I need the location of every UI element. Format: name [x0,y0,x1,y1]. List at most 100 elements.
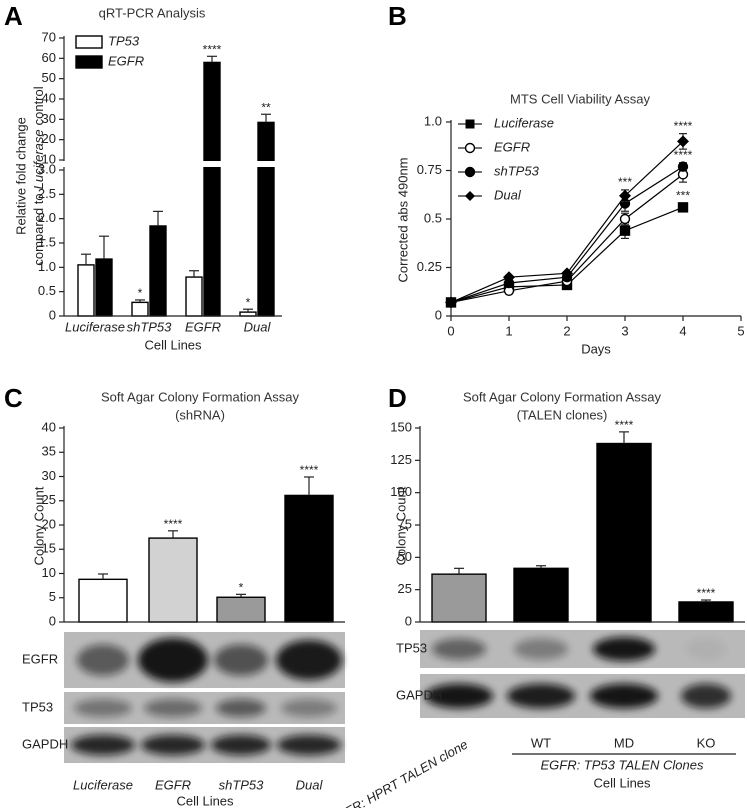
y-tick-label: 1.5 [38,234,56,249]
blot-label: TP53 [22,699,53,714]
panel-letter: C [4,383,23,413]
legend-marker [465,119,475,129]
legend-marker [464,166,476,178]
y-tick-label: 30 [42,468,56,483]
y-tick-label: 0.75 [417,162,442,177]
blot-band [214,644,268,676]
blot-band [216,699,266,717]
axis-break [54,161,284,167]
error-bar [168,530,178,539]
blot-label: GAPDH [396,687,442,702]
error-bar [236,593,246,598]
error-bar [189,270,199,278]
error-bar [619,431,629,444]
significance: **** [697,586,716,600]
marker [619,213,631,225]
marker [445,296,457,309]
legend-marker [465,191,475,201]
y-tick-label: 5 [49,589,56,604]
blot [64,632,345,688]
y-tick-label: 125 [390,452,412,467]
significance: *** [618,175,632,189]
y-tick-label: 0.5 [38,283,56,298]
significance: *** [676,189,690,203]
panel-letter: D [388,383,407,413]
blot-label: EGFR [22,651,58,666]
error-bar [536,565,546,569]
significance: * [239,581,244,595]
x-tick-label: 1 [505,323,512,338]
blot-band [281,699,337,717]
error-bar [135,299,145,303]
marker [561,267,573,280]
marker [503,271,515,284]
y-tick-label: 2.0 [38,210,56,225]
legend-label: EGFR [494,139,530,154]
x-tick-label: EGFR [185,319,221,334]
y-axis-label-part: control [31,86,46,125]
x-tick-label: KO [697,735,716,750]
bar [149,225,167,317]
y-axis-label: Corrected abs 490nm [395,157,410,282]
y-tick-label: 50 [398,549,412,564]
marker [677,135,689,148]
bar [203,61,221,317]
y-tick-label: 1.0 [38,259,56,274]
legend-swatch [75,55,103,69]
significance: **** [674,119,693,133]
y-tick-label: 40 [42,90,56,105]
significance: **** [203,42,222,56]
error-bar [99,235,109,260]
x-tick-label: shTP53 [127,319,173,334]
chart-title: Soft Agar Colony Formation Assay [101,389,299,404]
y-tick-label: 15 [42,541,56,556]
chart-title: MTS Cell Viability Assay [510,91,650,106]
blot-band [277,734,341,756]
legend-label: Dual [494,187,522,202]
blot-band [74,699,132,717]
blot-band [686,638,726,660]
legend-marker [464,142,476,154]
y-tick-label: 0 [435,307,442,322]
x-tick-label: MD [614,735,634,750]
y-tick-label: 10 [42,565,56,580]
legend-label: TP53 [108,33,140,48]
y-tick-label: 0 [405,613,412,628]
x-tick-label: 0 [447,323,454,338]
error-bar [304,476,314,496]
x-tick-label: shTP53 [219,777,265,792]
blot [420,674,745,718]
blot [420,630,745,668]
bar [216,596,266,623]
blot-label: TP53 [396,640,427,655]
y-tick-label: 2.5 [38,186,56,201]
blot-band [681,683,731,709]
y-tick-label: 40 [42,419,56,434]
chart-title: (shRNA) [175,407,225,422]
y-axis-label-part: compared to [31,193,46,265]
x-tick-label: 4 [679,323,686,338]
y-tick-label: 0.25 [417,259,442,274]
y-tick-label: 20 [42,516,56,531]
y-tick-label: 3.0 [38,161,56,176]
y-tick-label: 25 [398,581,412,596]
y-tick-label: 75 [398,516,412,531]
significance: ** [261,100,271,114]
chart-title: Soft Agar Colony Formation Assay [463,389,661,404]
marker [619,225,631,236]
bar [678,601,734,623]
x-tick-label: Luciferase [65,319,125,334]
y-tick-label: 70 [42,29,56,44]
blot-band [77,644,129,676]
error-bar [243,308,253,313]
x-tick-label: 3 [621,323,628,338]
legend-label: shTP53 [494,163,540,178]
bar [77,264,95,317]
error-bar [153,210,163,226]
significance: **** [615,418,634,432]
y-tick-label: 0.5 [424,210,442,225]
marker [677,161,689,172]
blot-band [71,734,135,756]
y-axis-label: Colony Count [393,486,408,565]
x-tick-label: EGFR [155,777,191,792]
